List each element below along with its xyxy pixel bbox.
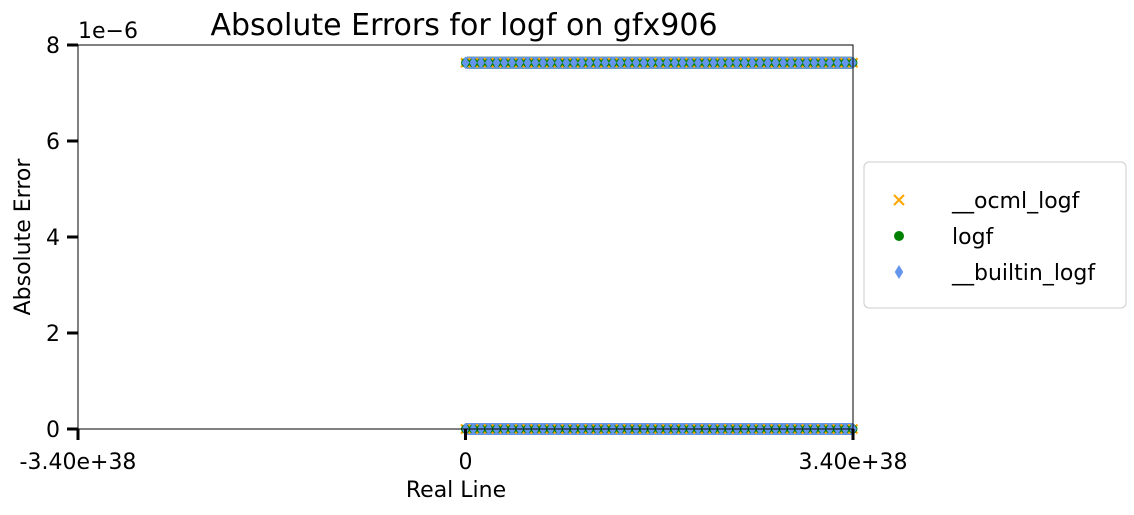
y-axis-ticks: 0 2 4 6 8: [46, 34, 78, 443]
data-point-__builtin_logf-0-44: [802, 56, 811, 70]
data-point-__builtin_logf-0-2: [477, 56, 485, 70]
data-point-__builtin_logf-0-14: [570, 56, 578, 70]
data-point-__builtin_logf-0-5: [500, 56, 509, 70]
data-point-__builtin_logf-0-48: [833, 56, 842, 70]
data-point-__builtin_logf-0-27: [670, 56, 679, 70]
legend-marker-2: [894, 265, 904, 279]
data-point-__builtin_logf-0-17: [593, 56, 602, 70]
data-point-__builtin_logf-0-20: [616, 56, 625, 70]
data-point-__builtin_logf-0-41: [779, 56, 788, 70]
data-point-__builtin_logf-0-30: [694, 56, 702, 70]
y-tick-label-0: 0: [46, 418, 60, 443]
data-point-__builtin_logf-0-10: [539, 56, 547, 70]
data-point-__builtin_logf-0-28: [678, 56, 687, 70]
data-point-__builtin_logf-0-9: [531, 56, 540, 70]
data-point-__builtin_logf-0-3: [484, 56, 493, 70]
y-axis-multiplier: 1e−6: [78, 19, 138, 44]
x-tick-label-1: 0: [459, 450, 473, 475]
data-point-__builtin_logf-0-6: [508, 56, 516, 70]
data-point-__builtin_logf-0-29: [686, 56, 695, 70]
data-point-__builtin_logf-0-23: [639, 56, 648, 70]
plot-area-frame: [77, 44, 854, 430]
legend-label-2: __builtin_logf: [951, 261, 1096, 286]
data-point-__builtin_logf-0-46: [818, 56, 826, 70]
data-point-__builtin_logf-0-0: [461, 56, 470, 70]
legend-marker-0: [893, 194, 905, 206]
data-point-__builtin_logf-0-15: [577, 56, 586, 70]
legend-label-0: __ocml_logf: [951, 189, 1081, 214]
band-layer: [462, 56, 856, 435]
data-point-__builtin_logf-0-38: [756, 56, 764, 70]
y-axis-label: Absolute Error: [11, 158, 36, 316]
data-point-__builtin_logf-0-32: [709, 56, 718, 70]
x-tick-label-2: 3.40e+38: [799, 450, 908, 475]
data-point-__builtin_logf-0-11: [546, 56, 555, 70]
x-axis-ticks: -3.40e+38 0 3.40e+38: [20, 429, 908, 475]
data-point-__builtin_logf-0-22: [632, 56, 640, 70]
data-point-__builtin_logf-0-36: [740, 56, 749, 70]
legend-marker-1: [894, 231, 904, 241]
data-point-__builtin_logf-0-18: [601, 56, 609, 70]
data-point-__builtin_logf-0-12: [554, 56, 563, 70]
chart-title: Absolute Errors for logf on gfx906: [210, 8, 717, 43]
y-tick-label-2: 4: [46, 226, 60, 251]
legend-label-1: logf: [952, 225, 995, 250]
data-point-__builtin_logf-0-33: [717, 56, 726, 70]
data-point-__builtin_logf-0-42: [787, 56, 795, 70]
data-point-__builtin_logf-0-43: [794, 56, 803, 70]
data-point-__builtin_logf-0-39: [763, 56, 772, 70]
x-tick-label-0: -3.40e+38: [20, 450, 137, 475]
y-tick-label-4: 8: [46, 34, 60, 59]
data-point-__builtin_logf-0-4: [492, 56, 501, 70]
data-point-__builtin_logf-0-25: [655, 56, 664, 70]
data-point-__builtin_logf-0-45: [810, 56, 819, 70]
marks-layer: [460, 56, 859, 436]
legend-frame: [863, 161, 1127, 309]
data-point-__builtin_logf-0-7: [515, 56, 524, 70]
data-point-__builtin_logf-0-40: [771, 56, 780, 70]
data-point-__builtin_logf-0-8: [523, 56, 532, 70]
data-point-__builtin_logf-0-21: [624, 56, 633, 70]
data-point-__builtin_logf-0-34: [725, 56, 733, 70]
data-point-__builtin_logf-0-24: [647, 56, 656, 70]
data-point-__builtin_logf-0-35: [732, 56, 741, 70]
y-tick-label-3: 6: [46, 130, 60, 155]
x-axis-label: Real Line: [406, 478, 506, 503]
data-point-__builtin_logf-0-13: [562, 56, 571, 70]
data-point-__builtin_logf-0-31: [701, 56, 710, 70]
data-point-__builtin_logf-0-47: [825, 56, 834, 70]
data-point-__builtin_logf-0-37: [748, 56, 757, 70]
y-tick-label-1: 2: [46, 322, 60, 347]
data-point-__builtin_logf-0-19: [608, 56, 617, 70]
data-point-__builtin_logf-0-16: [585, 56, 594, 70]
data-point-__builtin_logf-0-1: [469, 56, 478, 70]
data-point-__builtin_logf-0-26: [663, 56, 671, 70]
data-point-__builtin_logf-0-49: [841, 56, 850, 70]
